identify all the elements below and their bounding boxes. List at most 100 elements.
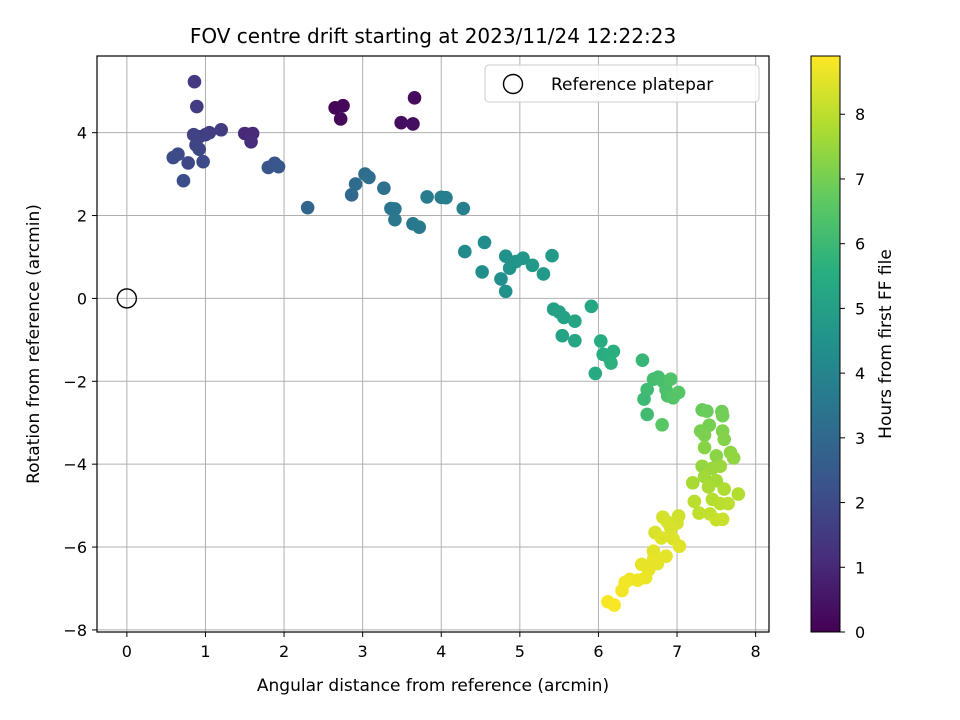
- x-tick-label: 8: [751, 642, 761, 661]
- colorbar-tick-label: 3: [855, 429, 865, 448]
- data-point: [655, 418, 669, 432]
- y-tick-label: −4: [63, 455, 87, 474]
- data-point: [214, 122, 228, 137]
- plot-frame: [96, 55, 770, 633]
- data-point: [697, 440, 712, 455]
- data-point: [568, 314, 582, 329]
- colorbar-tick-label: 1: [855, 558, 865, 577]
- data-points: [116, 74, 746, 612]
- data-point: [700, 404, 714, 418]
- data-point: [406, 117, 420, 131]
- data-point: [654, 531, 669, 545]
- data-point: [477, 235, 492, 250]
- data-point: [672, 539, 687, 554]
- y-tick-label: 0: [77, 289, 87, 308]
- x-tick-label: 2: [279, 642, 289, 661]
- data-point: [439, 190, 453, 205]
- legend-box: [484, 64, 760, 103]
- data-point: [588, 366, 603, 381]
- colorbar-tick-label: 5: [855, 299, 865, 318]
- x-tick-label: 4: [436, 642, 446, 661]
- data-point: [377, 181, 391, 195]
- data-point: [498, 249, 513, 263]
- data-point: [594, 334, 608, 348]
- data-point: [525, 258, 540, 273]
- data-point: [671, 385, 686, 400]
- y-tick-label: 2: [77, 207, 87, 226]
- legend: Reference platepar: [484, 64, 760, 103]
- data-point: [604, 356, 618, 370]
- y-tick-label: −6: [63, 538, 87, 557]
- data-point: [344, 188, 359, 202]
- data-point: [709, 449, 724, 463]
- data-point: [516, 251, 530, 266]
- data-point: [181, 156, 195, 170]
- y-tick-label: −2: [63, 372, 87, 391]
- y-tick-label: −8: [63, 621, 87, 640]
- x-tick-label: 1: [200, 642, 210, 661]
- colorbar-gradient: [810, 55, 841, 633]
- data-point: [420, 190, 434, 204]
- data-point: [695, 459, 709, 474]
- colorbar: 0 1 2 3 4 5 6 7 8 Hours from first FF file: [810, 55, 896, 642]
- colorbar-tick-label: 6: [855, 235, 865, 254]
- data-point: [731, 487, 746, 501]
- data-point: [568, 333, 582, 348]
- data-point: [166, 150, 181, 165]
- data-point: [717, 482, 731, 496]
- data-point: [261, 160, 276, 175]
- data-point: [498, 284, 513, 299]
- data-point: [701, 480, 716, 494]
- data-point: [394, 115, 408, 130]
- data-point: [456, 201, 471, 216]
- data-point: [663, 372, 678, 387]
- x-axis: 0 1 2 3 4 5 6 7 8: [122, 632, 761, 661]
- reference-platepar-marker: [116, 288, 138, 309]
- data-point: [726, 451, 741, 465]
- data-point: [697, 469, 712, 484]
- data-point: [584, 299, 599, 314]
- data-point: [407, 91, 422, 105]
- y-axis: −8 −6 −4 −2 0 2 4: [63, 124, 97, 640]
- data-point: [536, 267, 551, 281]
- colorbar-tick-label: 2: [855, 494, 865, 513]
- data-point: [663, 521, 678, 536]
- data-point: [715, 408, 730, 423]
- data-point: [190, 99, 204, 114]
- data-point: [697, 428, 712, 442]
- x-axis-label: Angular distance from reference (arcmin): [257, 676, 609, 696]
- data-point: [192, 142, 206, 157]
- x-tick-label: 7: [672, 642, 682, 661]
- x-tick-label: 6: [593, 642, 603, 661]
- data-point: [244, 134, 258, 149]
- x-tick-label: 3: [358, 642, 368, 661]
- data-point: [635, 353, 650, 367]
- data-point: [606, 344, 621, 359]
- data-point: [717, 432, 731, 447]
- data-point: [333, 112, 348, 126]
- colorbar-label: Hours from first FF file: [876, 249, 896, 439]
- chart-title: FOV centre drift starting at 2023/11/24 …: [190, 24, 676, 48]
- data-point: [176, 173, 191, 188]
- data-point: [348, 177, 363, 191]
- data-point: [336, 98, 350, 113]
- data-point: [557, 310, 571, 325]
- colorbar-tick-label: 8: [855, 105, 865, 124]
- y-tick-label: 4: [77, 124, 87, 143]
- data-point: [646, 552, 661, 567]
- colorbar-tick-label: 4: [855, 364, 865, 383]
- data-point: [196, 154, 210, 169]
- data-point: [300, 200, 315, 215]
- data-point: [685, 476, 700, 490]
- data-point: [545, 248, 559, 263]
- data-point: [362, 170, 376, 185]
- colorbar-tick-label: 7: [855, 170, 865, 189]
- data-point: [412, 220, 427, 234]
- x-tick-label: 5: [515, 642, 525, 661]
- colorbar-tick-label: 0: [855, 623, 865, 642]
- data-point: [555, 328, 570, 343]
- data-point: [494, 272, 508, 286]
- data-point: [388, 202, 402, 216]
- legend-entry-reference: Reference platepar: [551, 75, 713, 95]
